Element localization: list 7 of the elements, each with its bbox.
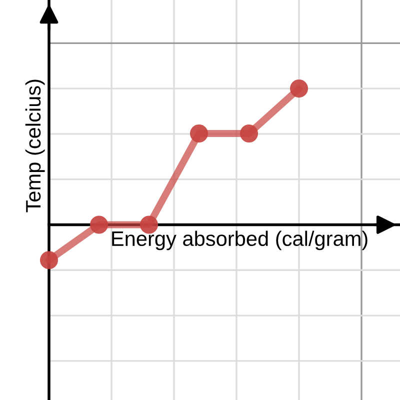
point [90, 216, 108, 234]
point [290, 80, 308, 98]
point [240, 124, 258, 143]
point [190, 124, 208, 143]
y-axis-title: Temp (celcius) [25, 80, 45, 212]
point [40, 251, 58, 270]
x-axis-title: Energy absorbed (cal/gram) [112, 230, 368, 250]
